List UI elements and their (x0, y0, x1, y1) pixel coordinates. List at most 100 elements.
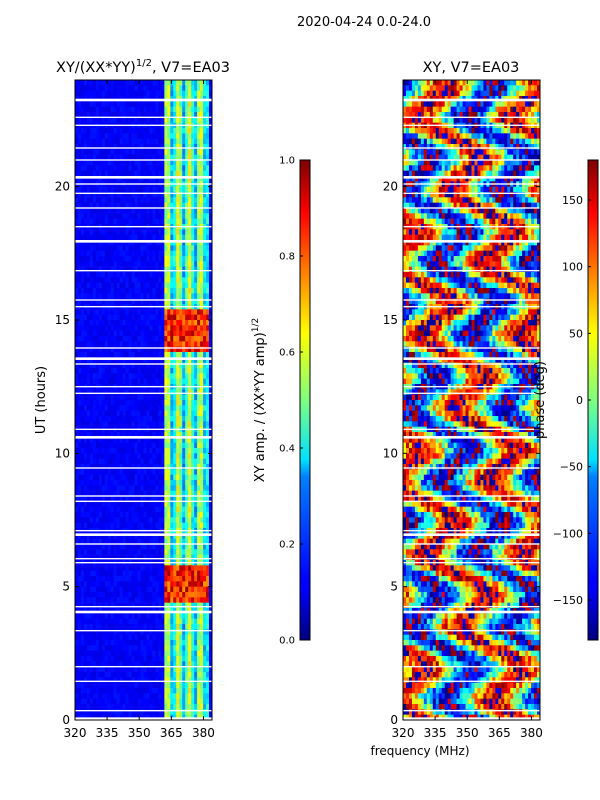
left-heatmap-cell (182, 117, 186, 124)
left-heatmap-cell (194, 138, 198, 145)
left-heatmap-cell (155, 266, 159, 273)
left-heatmap-cell (83, 202, 88, 209)
left-heatmap-cell (116, 544, 121, 550)
left-heatmap-cell (152, 192, 156, 198)
left-heatmap-cell (164, 341, 168, 348)
left-heatmap-cell (158, 90, 162, 97)
left-heatmap-cell (83, 517, 88, 524)
left-heatmap-cell (116, 341, 121, 348)
left-heatmap-cell (98, 421, 103, 428)
left-heatmap-cell (209, 533, 212, 540)
left-heatmap-cell (134, 437, 138, 444)
left-heatmap-cell (161, 90, 165, 97)
left-heatmap-cell (95, 464, 100, 470)
left-heatmap-cell (80, 517, 85, 524)
left-heatmap-cell (152, 416, 156, 422)
left-heatmap-cell (131, 266, 135, 273)
left-heatmap-cell (77, 581, 82, 588)
left-heatmap-cell (77, 240, 82, 246)
left-heatmap-cell (185, 480, 189, 486)
left-heatmap-cell (167, 106, 171, 113)
left-heatmap-cell (167, 341, 171, 348)
left-heatmap-cell (191, 266, 195, 273)
left-heatmap-cell (134, 90, 138, 97)
left-heatmap-cell (140, 586, 144, 593)
left-heatmap-cell (95, 405, 100, 412)
left-heatmap-cell (86, 421, 91, 428)
left-heatmap-cell (140, 192, 144, 198)
left-heatmap-cell (134, 256, 138, 262)
left-heatmap-cell (104, 549, 109, 556)
left-heatmap-cell (209, 469, 212, 476)
left-heatmap-cell (125, 128, 130, 134)
left-heatmap-cell (101, 448, 106, 454)
left-heatmap-cell (200, 485, 204, 492)
left-heatmap-cell (209, 373, 212, 380)
left-heatmap-cell (191, 512, 195, 518)
left-heatmap-cell (206, 517, 210, 524)
left-heatmap-cell (122, 192, 127, 198)
left-heatmap-cell (92, 309, 97, 316)
left-heatmap-cell (191, 362, 195, 369)
left-heatmap-cell (92, 432, 97, 438)
left-heatmap-cell (116, 410, 121, 417)
left-heatmap-cell (158, 149, 162, 156)
left-heatmap-cell (101, 144, 106, 150)
left-heatmap-cell (155, 474, 159, 481)
left-heatmap-cell (182, 160, 186, 166)
left-heatmap-cell (83, 618, 88, 625)
left-heatmap-cell (101, 336, 106, 342)
left-heatmap-cell (113, 565, 118, 572)
left-heatmap-cell (101, 480, 106, 486)
left-heatmap-cell (179, 586, 183, 593)
left-heatmap-cell (95, 554, 100, 561)
left-heatmap-cell (75, 362, 79, 369)
left-heatmap-cell (107, 512, 112, 518)
left-heatmap-cell (203, 645, 207, 652)
left-heatmap-cell (164, 298, 168, 305)
left-heatmap-cell (131, 480, 135, 486)
left-heatmap-cell (131, 218, 135, 225)
left-heatmap-cell (209, 357, 212, 364)
left-heatmap-cell (152, 208, 156, 214)
left-heatmap-cell (209, 138, 212, 145)
left-heatmap-cell (134, 624, 138, 630)
left-heatmap-cell (170, 186, 174, 193)
left-heatmap-cell (173, 586, 177, 593)
left-heatmap-cell (143, 213, 147, 220)
left-heatmap-cell (116, 117, 121, 124)
left-heatmap-cell (125, 656, 130, 662)
left-heatmap-cell (206, 512, 210, 518)
left-heatmap-cell (80, 586, 85, 593)
left-heatmap-cell (188, 496, 192, 502)
left-heatmap-cell (110, 410, 115, 417)
left-heatmap-cell (176, 602, 180, 609)
left-heatmap-cell (134, 320, 138, 326)
left-heatmap-cell (203, 538, 207, 545)
left-heatmap-cell (155, 373, 159, 380)
left-heatmap-cell (92, 112, 97, 118)
left-heatmap-cell (104, 346, 109, 353)
left-heatmap-cell (188, 282, 192, 289)
left-heatmap-cell (146, 421, 150, 428)
left-heatmap-cell (110, 474, 115, 481)
left-heatmap-cell (152, 389, 156, 396)
left-heatmap-cell (197, 474, 201, 481)
left-heatmap-cell (113, 293, 118, 300)
left-heatmap-cell (116, 170, 121, 177)
left-heatmap-cell (146, 629, 150, 636)
left-heatmap-cell (188, 165, 192, 172)
left-heatmap-cell (95, 586, 100, 593)
left-heatmap-cell (125, 597, 130, 604)
left-heatmap-cell (89, 432, 94, 438)
left-heatmap-cell (125, 293, 130, 300)
left-heatmap-cell (125, 368, 130, 374)
left-heatmap-cell (131, 293, 135, 300)
left-heatmap-cell (92, 234, 97, 241)
left-heatmap-cell (89, 336, 94, 342)
left-heatmap-cell (176, 320, 180, 326)
left-heatmap-cell (155, 453, 159, 460)
left-heatmap-cell (98, 533, 103, 540)
left-heatmap-cell (206, 448, 210, 454)
left-heatmap-cell (149, 373, 153, 380)
